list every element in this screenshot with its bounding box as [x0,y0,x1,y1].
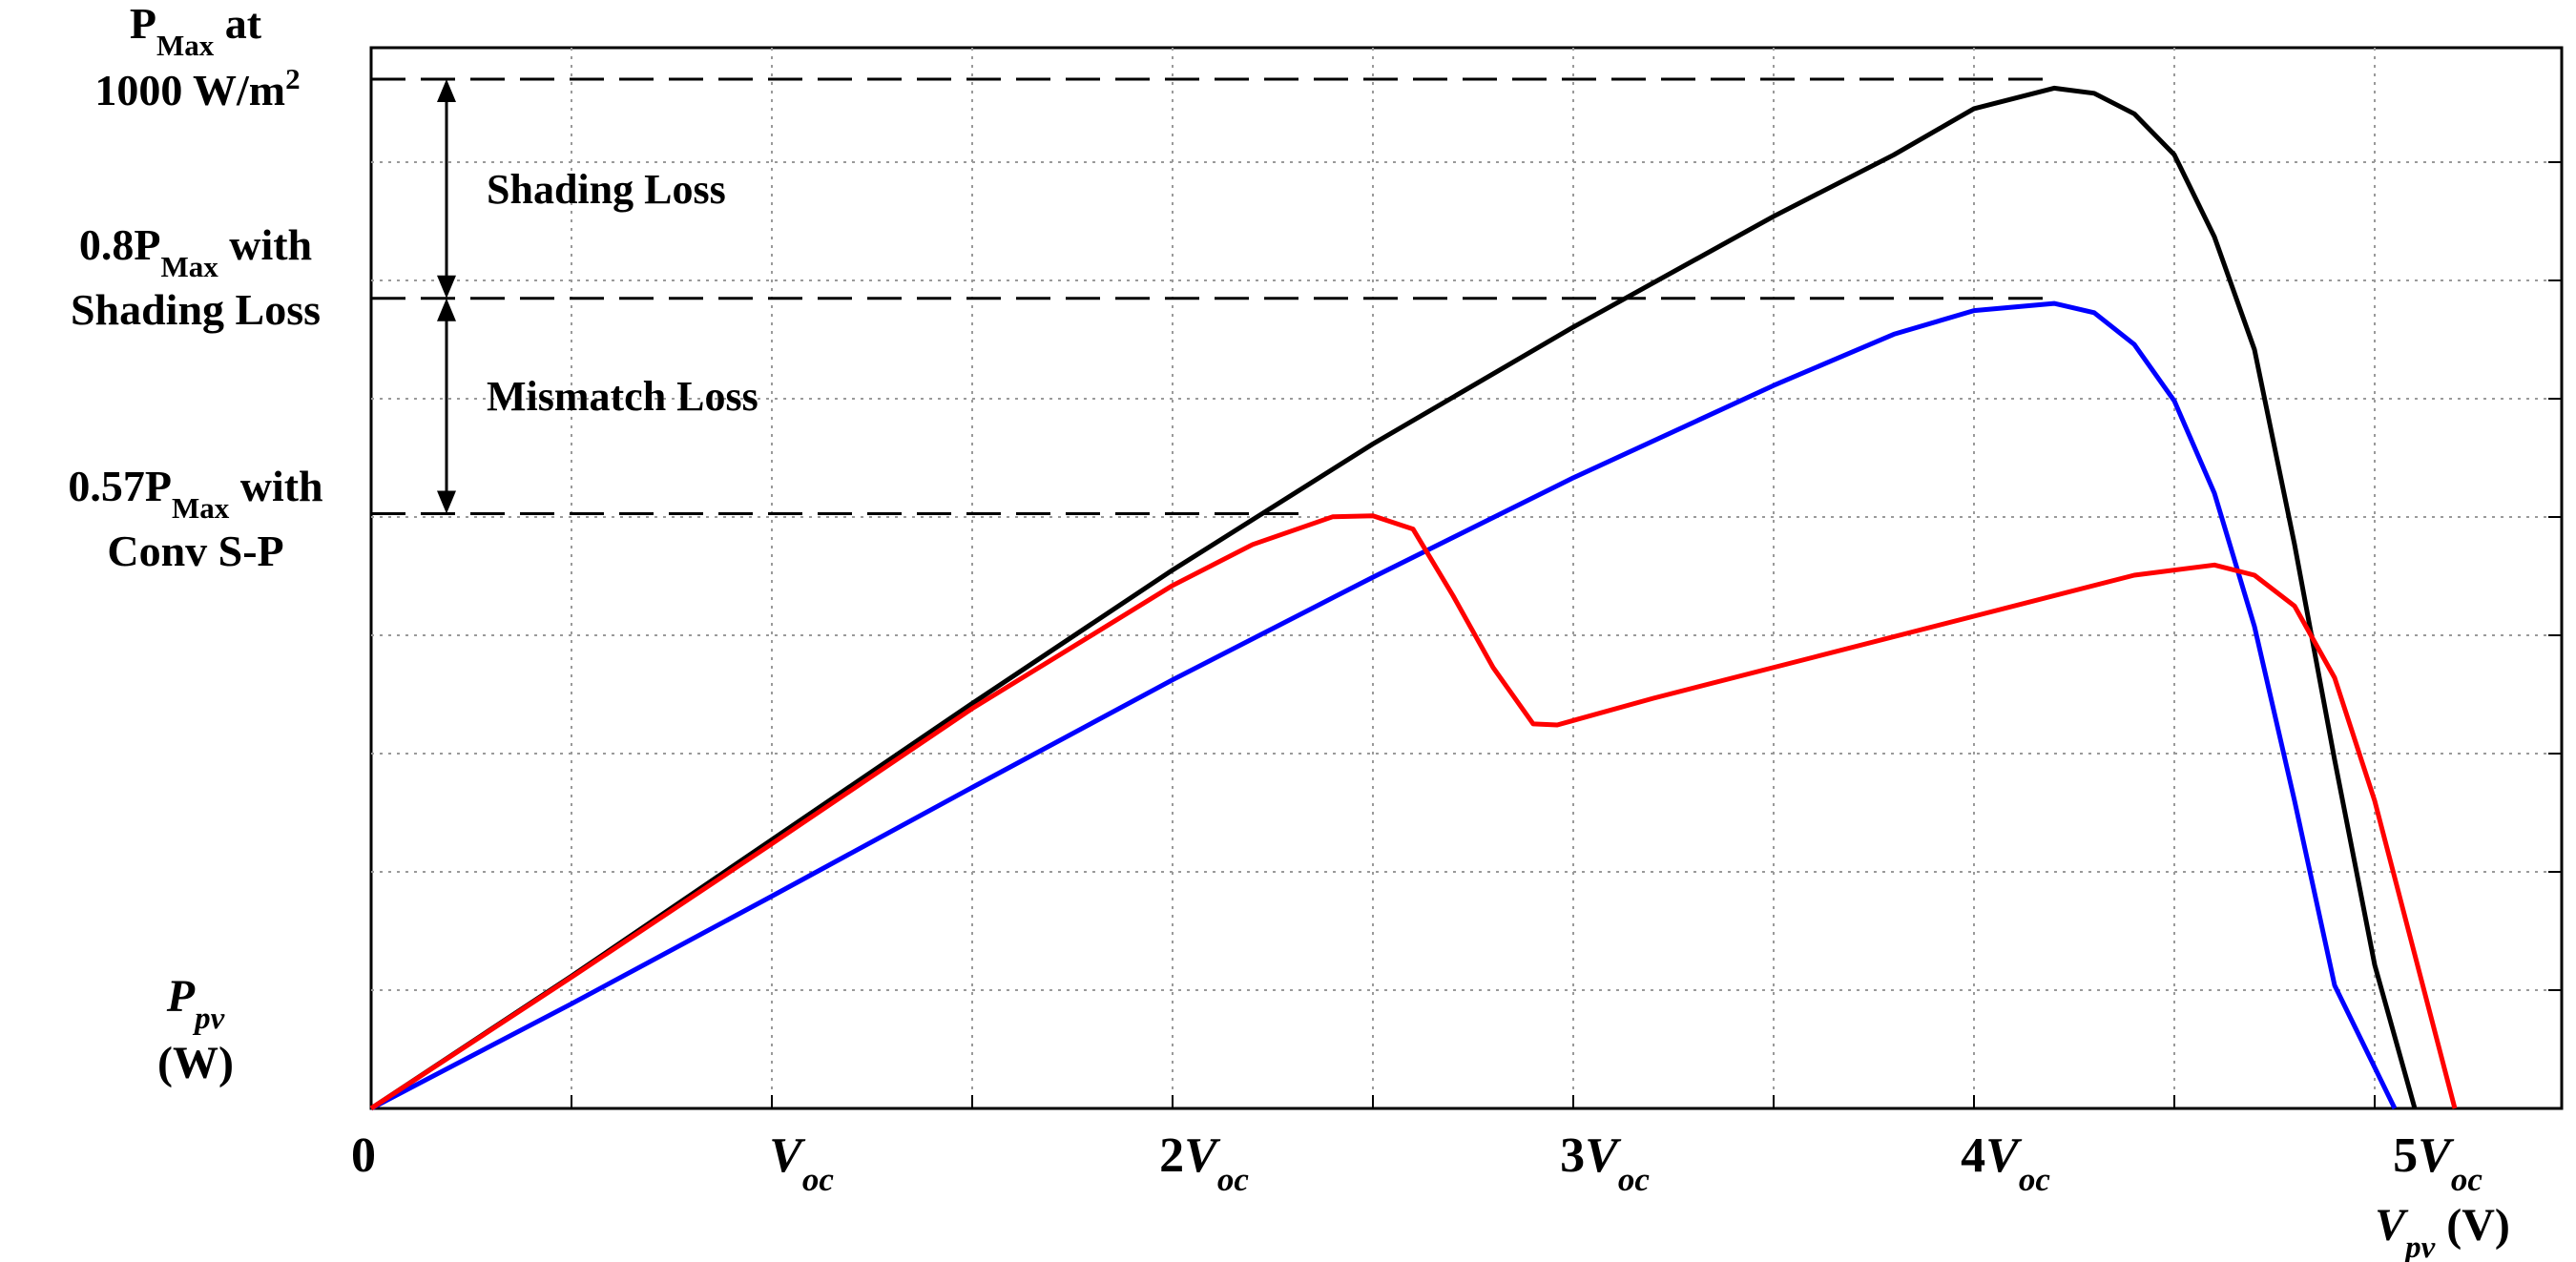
x-axis-label: Vpv (V) [2375,1200,2510,1262]
x-tick-label: 3Voc [1560,1128,1650,1198]
y-annotation-1-line-0: 0.8PMax with [79,220,312,283]
x-tick-label: 5Voc [2393,1128,2483,1198]
x-tick-label: 4Voc [1961,1128,2050,1198]
series-line-0 [369,85,2418,1111]
series-group [369,85,2458,1111]
series-line-1 [369,300,2398,1111]
plot-frame [369,46,2564,1110]
y-annotation-0-line-0: PMax at [130,0,262,62]
x-tick-label: 0 [351,1128,376,1183]
loss-label: Shading Loss [487,166,726,213]
y-axis-label-var: Ppv [166,971,225,1036]
reference-lines [371,77,2056,515]
loss-arrows: Shading Loss Mismatch Loss [437,79,758,514]
loss-arrow-head-down [437,490,456,514]
series-line-2 [369,513,2458,1111]
y-axis-label-unit: (W) [157,1038,234,1088]
loss-arrow-head-down [437,275,456,299]
x-tick-label: Voc [769,1128,834,1198]
y-annotation-1-line-1: Shading Loss [71,285,321,334]
loss-arrow-head-up [437,79,456,102]
y-annotation-0-line-1: 1000 W/m2 [94,62,300,115]
y-annotation-2-line-1: Conv S-P [107,527,283,575]
loss-label: Mismatch Loss [487,373,758,420]
grid [371,48,2562,1108]
x-tick-label: 2Voc [1159,1128,1249,1198]
y-annotation-2-line-0: 0.57PMax with [68,462,322,525]
loss-arrow-head-up [437,298,456,321]
